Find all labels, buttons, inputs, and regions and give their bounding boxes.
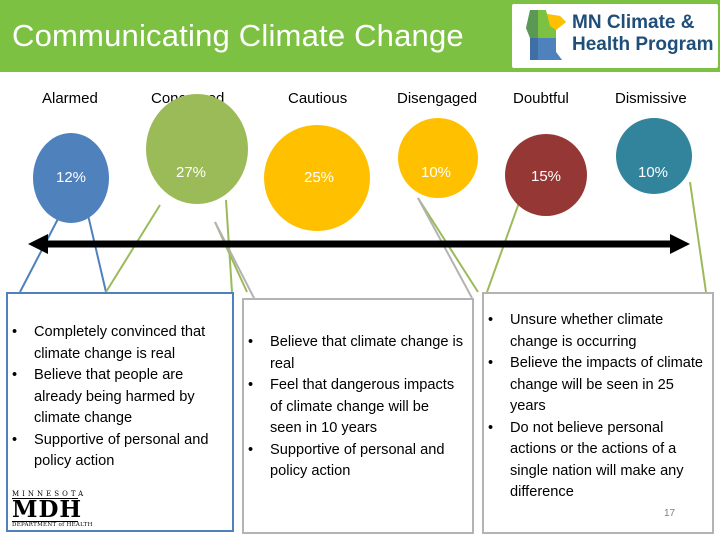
description-left-1: Completely convinced that climate change… xyxy=(8,322,226,365)
description-middle-1: Believe that climate change is real xyxy=(244,332,464,375)
description-right-3: Do not believe personal actions or the a… xyxy=(484,418,706,504)
description-box-doubtful-dismissive: Unsure whether climate change is occurri… xyxy=(482,292,714,534)
connector-alarmed-right xyxy=(87,214,107,293)
circle-disengaged: 10% xyxy=(398,118,478,198)
description-box-alarmed-concerned: Completely convinced that climate change… xyxy=(6,292,234,532)
mdh-logo: MINNESOTA MDH DEPARTMENT of HEALTH xyxy=(12,490,93,534)
connector-dismissive-right xyxy=(689,181,707,293)
mdh-logo-top: MINNESOTA xyxy=(12,490,87,498)
percent-doubtful: 15% xyxy=(531,168,562,185)
percent-cautious: 25% xyxy=(304,169,335,186)
percent-concerned: 27% xyxy=(176,164,207,181)
description-middle-3: Supportive of personal and policy action xyxy=(244,440,464,483)
description-middle-2: Feel that dangerous impacts of climate c… xyxy=(244,375,464,440)
segment-label-cautious: Cautious xyxy=(288,90,348,107)
description-box-cautious-disengaged: Believe that climate change is real Feel… xyxy=(242,298,474,534)
minnesota-map-icon xyxy=(526,10,566,60)
mn-climate-health-logo: MN Climate & Health Program xyxy=(512,4,718,68)
axis-arrow-left xyxy=(28,234,48,254)
logo-line-2: Health Program xyxy=(572,34,714,55)
slide-title: Communicating Climate Change xyxy=(12,18,464,53)
description-left-2: Believe that people are already being ha… xyxy=(8,365,226,430)
connector-alarmed-left xyxy=(19,214,61,293)
segment-label-disengaged: Disengaged xyxy=(397,90,478,107)
circle-alarmed: 12% xyxy=(33,133,109,223)
segment-label-alarmed: Alarmed xyxy=(42,90,98,107)
circle-cautious: 25% xyxy=(264,125,370,231)
logo-line-1: MN Climate & xyxy=(572,12,695,33)
header-banner: Communicating Climate Change MN Climate … xyxy=(0,0,720,72)
percent-alarmed: 12% xyxy=(56,169,87,186)
percent-disengaged: 10% xyxy=(421,164,452,181)
segment-label-doubtful: Doubtful xyxy=(513,90,569,107)
circle-concerned: 27% xyxy=(146,94,248,204)
segment-label-dismissive: Dismissive xyxy=(615,90,687,107)
description-right-2: Believe the impacts of climate change wi… xyxy=(484,353,706,418)
description-left-3: Supportive of personal and policy action xyxy=(8,430,226,473)
percent-dismissive: 10% xyxy=(638,164,669,181)
axis-arrow-right xyxy=(670,234,690,254)
circle-dismissive: 10% xyxy=(616,118,692,194)
connector-concerned-left xyxy=(105,204,161,293)
mdh-logo-mid: MDH xyxy=(12,496,83,523)
description-right-1: Unsure whether climate change is occurri… xyxy=(484,310,706,353)
page-number: 17 xyxy=(664,508,676,519)
mdh-logo-bottom: DEPARTMENT of HEALTH xyxy=(12,522,93,528)
circle-doubtful: 15% xyxy=(505,134,587,216)
